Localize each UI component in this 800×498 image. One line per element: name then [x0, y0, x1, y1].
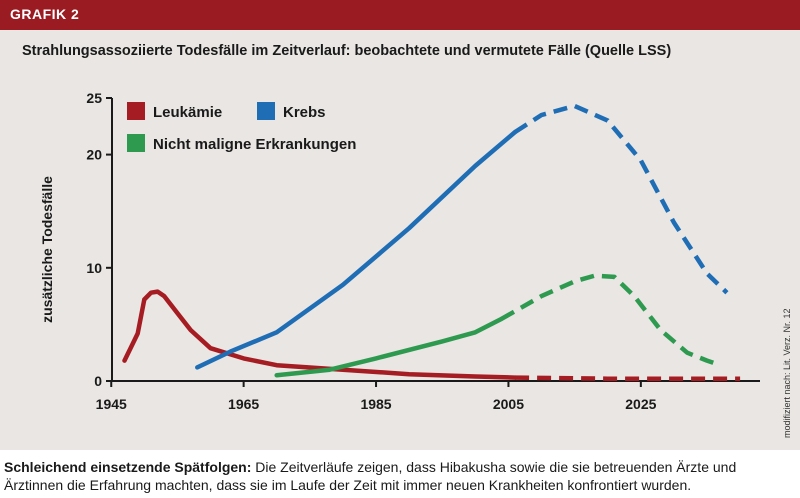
x-tick-label: 2025	[625, 396, 656, 412]
source-note: modifiziert nach: Lit. Verz. Nr. 12	[782, 308, 792, 438]
legend-label: Krebs	[283, 104, 326, 121]
legend-swatch	[257, 102, 275, 120]
caption-text: Die Zeitverläufe zeigen, dass Hibakusha …	[4, 459, 737, 493]
series-line-non-malignant-projected	[500, 273, 722, 368]
series-line-cancer-observed	[195, 129, 518, 370]
series-line-non-malignant-observed	[274, 316, 505, 378]
y-tick-label: 10	[86, 260, 102, 276]
legend-swatch	[127, 102, 145, 120]
x-tick-label: 1985	[360, 396, 391, 412]
figure-label: GRAFIK 2	[10, 6, 80, 22]
x-tick-label: 1945	[96, 396, 127, 412]
series-line-cancer-projected	[513, 103, 729, 295]
legend-label: Leukämie	[153, 104, 222, 121]
series-line-leukaemia-projected	[515, 375, 741, 381]
header-bar: GRAFIK 2	[0, 0, 800, 30]
y-tick-label: 20	[86, 147, 102, 163]
y-axis-label: zusätzliche Todesfälle	[39, 176, 55, 323]
series-line-leukaemia-observed	[122, 289, 518, 380]
legend-swatch	[127, 134, 145, 152]
legend-label: Nicht maligne Erkrankungen	[153, 136, 356, 153]
chart-title: Strahlungsassoziierte Todesfälle im Zeit…	[22, 43, 672, 59]
caption: Schleichend einsetzende Spätfolgen: Die …	[4, 458, 794, 494]
x-tick-label: 1965	[228, 396, 259, 412]
y-tick-label: 25	[86, 90, 102, 106]
caption-heading: Schleichend einsetzende Spätfolgen:	[4, 459, 252, 475]
y-tick-label: 0	[94, 373, 102, 389]
x-tick-label: 2005	[493, 396, 524, 412]
